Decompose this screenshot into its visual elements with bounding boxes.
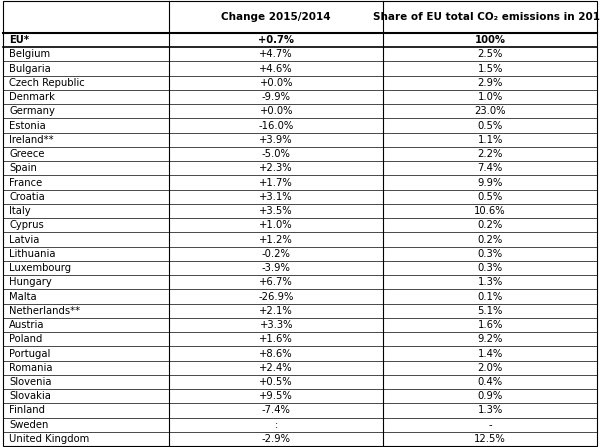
Text: Romania: Romania <box>9 363 53 373</box>
Text: 2.2%: 2.2% <box>478 149 503 159</box>
Text: 1.3%: 1.3% <box>478 405 503 416</box>
Text: Denmark: Denmark <box>9 92 55 102</box>
Text: 1.6%: 1.6% <box>478 320 503 330</box>
Text: 0.2%: 0.2% <box>478 220 503 230</box>
Text: +1.2%: +1.2% <box>259 235 293 245</box>
Text: Slovakia: Slovakia <box>9 391 51 401</box>
Text: Poland: Poland <box>9 334 43 344</box>
Text: 10.6%: 10.6% <box>474 206 506 216</box>
Text: Germany: Germany <box>9 106 55 116</box>
Text: Portugal: Portugal <box>9 349 50 358</box>
Text: 0.3%: 0.3% <box>478 249 503 259</box>
Text: EU*: EU* <box>9 35 29 45</box>
Text: 1.5%: 1.5% <box>478 63 503 74</box>
Text: Ireland**: Ireland** <box>9 135 53 145</box>
Text: +8.6%: +8.6% <box>259 349 293 358</box>
Text: 1.3%: 1.3% <box>478 277 503 287</box>
Text: -: - <box>488 420 492 430</box>
Text: 7.4%: 7.4% <box>478 163 503 173</box>
Text: +2.1%: +2.1% <box>259 306 293 316</box>
Text: +6.7%: +6.7% <box>259 277 293 287</box>
Text: +9.5%: +9.5% <box>259 391 293 401</box>
Text: -2.9%: -2.9% <box>262 434 291 444</box>
Text: +3.5%: +3.5% <box>259 206 293 216</box>
Text: 1.4%: 1.4% <box>478 349 503 358</box>
Text: +0.7%: +0.7% <box>258 35 294 45</box>
Text: 100%: 100% <box>475 35 506 45</box>
Text: -0.2%: -0.2% <box>262 249 290 259</box>
Text: -16.0%: -16.0% <box>259 121 294 131</box>
Text: 2.9%: 2.9% <box>478 78 503 88</box>
Text: 0.5%: 0.5% <box>478 121 503 131</box>
Text: +4.6%: +4.6% <box>259 63 293 74</box>
Text: 0.1%: 0.1% <box>478 291 503 302</box>
Text: Italy: Italy <box>9 206 31 216</box>
Text: 9.2%: 9.2% <box>478 334 503 344</box>
Text: Spain: Spain <box>9 163 37 173</box>
Text: Latvia: Latvia <box>9 235 40 245</box>
Text: Lithuania: Lithuania <box>9 249 56 259</box>
Text: 5.1%: 5.1% <box>478 306 503 316</box>
Text: -26.9%: -26.9% <box>259 291 294 302</box>
Text: Luxembourg: Luxembourg <box>9 263 71 273</box>
Text: Sweden: Sweden <box>9 420 49 430</box>
Text: Netherlands**: Netherlands** <box>9 306 80 316</box>
Text: 23.0%: 23.0% <box>475 106 506 116</box>
Text: -7.4%: -7.4% <box>262 405 290 416</box>
Text: :: : <box>275 420 278 430</box>
Text: Change 2015/2014: Change 2015/2014 <box>221 12 331 22</box>
Text: 2.0%: 2.0% <box>478 363 503 373</box>
Text: +2.4%: +2.4% <box>259 363 293 373</box>
Text: Greece: Greece <box>9 149 44 159</box>
Text: Finland: Finland <box>9 405 45 416</box>
Text: 0.5%: 0.5% <box>478 192 503 202</box>
Text: 0.9%: 0.9% <box>478 391 503 401</box>
Text: Czech Republic: Czech Republic <box>9 78 85 88</box>
Text: +1.7%: +1.7% <box>259 177 293 188</box>
Text: 0.3%: 0.3% <box>478 263 503 273</box>
Text: -5.0%: -5.0% <box>262 149 290 159</box>
Text: United Kingdom: United Kingdom <box>9 434 89 444</box>
Text: 12.5%: 12.5% <box>474 434 506 444</box>
Text: 1.1%: 1.1% <box>478 135 503 145</box>
Text: Cyprus: Cyprus <box>9 220 44 230</box>
Text: +1.6%: +1.6% <box>259 334 293 344</box>
Text: +0.0%: +0.0% <box>259 78 293 88</box>
Text: +3.3%: +3.3% <box>259 320 293 330</box>
Text: Estonia: Estonia <box>9 121 46 131</box>
Text: France: France <box>9 177 42 188</box>
Text: Austria: Austria <box>9 320 44 330</box>
Text: +4.7%: +4.7% <box>259 49 293 59</box>
Text: Hungary: Hungary <box>9 277 52 287</box>
Text: Belgium: Belgium <box>9 49 50 59</box>
Text: -3.9%: -3.9% <box>262 263 290 273</box>
Text: -9.9%: -9.9% <box>262 92 291 102</box>
Text: Malta: Malta <box>9 291 37 302</box>
Text: +1.0%: +1.0% <box>259 220 293 230</box>
Text: Slovenia: Slovenia <box>9 377 52 387</box>
Text: 0.4%: 0.4% <box>478 377 503 387</box>
Text: Croatia: Croatia <box>9 192 45 202</box>
Text: +2.3%: +2.3% <box>259 163 293 173</box>
Text: Share of EU total CO₂ emissions in 2015: Share of EU total CO₂ emissions in 2015 <box>373 12 600 22</box>
Text: 1.0%: 1.0% <box>478 92 503 102</box>
Text: +0.5%: +0.5% <box>259 377 293 387</box>
Text: +3.1%: +3.1% <box>259 192 293 202</box>
Text: +3.9%: +3.9% <box>259 135 293 145</box>
Text: +0.0%: +0.0% <box>259 106 293 116</box>
Text: 9.9%: 9.9% <box>478 177 503 188</box>
Text: 2.5%: 2.5% <box>478 49 503 59</box>
Text: Bulgaria: Bulgaria <box>9 63 51 74</box>
Text: 0.2%: 0.2% <box>478 235 503 245</box>
